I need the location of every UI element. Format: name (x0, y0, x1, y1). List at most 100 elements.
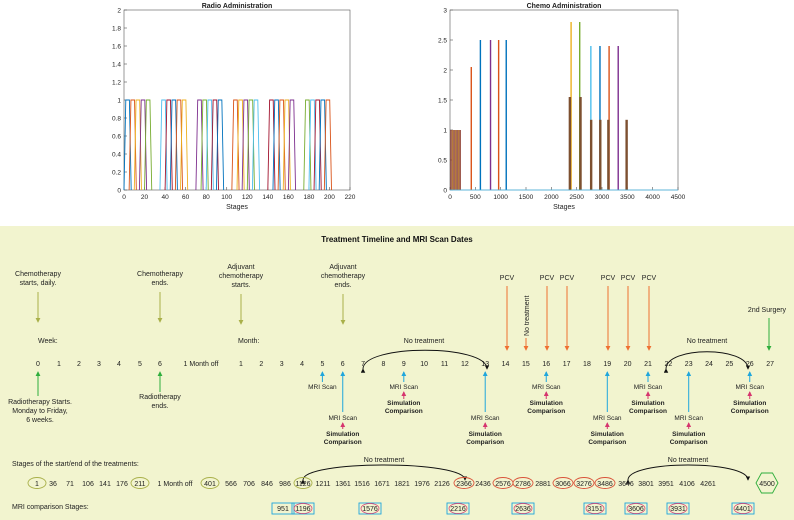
month-number: 18 (583, 361, 591, 368)
chemo-y-tick-label: 2 (443, 68, 447, 75)
chemo-x-tick-label: 4500 (671, 194, 686, 201)
mri-stage-ring (626, 503, 646, 514)
chemo-x-tick-label: 3500 (620, 194, 635, 201)
week-number: 2 (77, 361, 81, 368)
radio-x-tick-label: 160 (283, 194, 294, 201)
mri-stage-ring (360, 503, 380, 514)
chemo-x-tick-label: 3000 (595, 194, 610, 201)
chemo-y-tick-label: 3 (443, 8, 447, 15)
simulation-label: Simulation (672, 431, 705, 438)
simulation-label-line2: Comparison (527, 408, 565, 415)
week-number: 3 (97, 361, 101, 368)
month-number: 8 (381, 361, 385, 368)
stages-no-treatment-arrow-1 (300, 464, 468, 484)
radio-x-label: Stages (226, 204, 248, 211)
radio-chart-title: Radio Administration (202, 3, 273, 10)
simulation-label-line2: Comparison (466, 439, 504, 446)
stages-no-treatment-label-2: No treatment (668, 457, 709, 464)
stage-value: 1821 (394, 481, 410, 488)
week-number: 1 (57, 361, 61, 368)
stage-value: 71 (66, 481, 74, 488)
month-number: 24 (705, 361, 713, 368)
mri-stage-ring (513, 503, 533, 514)
radio-y-tick-label: 0.4 (112, 152, 121, 159)
month-number: 2 (259, 361, 263, 368)
month-label: Month: (238, 338, 259, 345)
stage-value: 1361 (335, 481, 351, 488)
radio-pulse (180, 99, 189, 191)
chemo-bar (456, 130, 458, 190)
radio-x-axis: 0 20 40 60 80 100 120 140 160 180 200 220 (122, 187, 356, 201)
month-number: 25 (726, 361, 734, 368)
simulation-label-line2: Comparison (385, 408, 423, 415)
radio-x-tick-label: 80 (203, 194, 211, 201)
radio-y-tick-label: 1 (117, 98, 121, 105)
chemo-bar (570, 22, 572, 190)
simulation-label-line2: Comparison (731, 408, 769, 415)
simulation-label: Simulation (591, 431, 624, 438)
stage-value: 176 (116, 481, 128, 488)
no-treatment-label-2: No treatment (687, 338, 728, 345)
chemo-x-axis: 0 500 1000 1500 2000 2500 3000 3500 4000 4500 (448, 187, 686, 201)
mri-scan-label: MRI Scan (735, 384, 764, 391)
radio-chart: Radio Administration 0 0.2 0.4 0.6 0.8 1 1.2 1.… (112, 3, 356, 211)
simulation-label-line2: Comparison (670, 439, 708, 446)
radio-y-axis: 0 0.2 0.4 0.6 0.8 1 1.2 1.4 1.6 1.8 2 (112, 8, 127, 195)
pcv-label: PCV (500, 275, 515, 282)
mri-stage-value: 3931 (670, 506, 686, 513)
chemo-bar (451, 130, 454, 190)
chemo-bar (617, 46, 619, 190)
no-treatment-arrow-1 (360, 349, 490, 373)
mri-stage-ring (668, 503, 688, 514)
mri-stage-box (291, 502, 315, 515)
stage-highlight-green (27, 477, 47, 489)
stage-value: 3646 (618, 481, 634, 488)
stage-value: 1 (35, 481, 39, 488)
radio-x-tick-label: 140 (262, 194, 273, 201)
timeline-title: Treatment Timeline and MRI Scan Dates (321, 235, 473, 244)
mri-scan-label: MRI Scan (593, 415, 622, 422)
radio-pulse (287, 99, 297, 191)
simulation-label: Simulation (631, 400, 664, 407)
mri-stage-box (511, 502, 535, 515)
chemo-bar (459, 130, 461, 190)
mri-stage-value: 4401 (735, 506, 751, 513)
pcv-label: PCV (621, 275, 636, 282)
stage-highlight-green (200, 477, 220, 489)
radio-y-tick-label: 0.8 (112, 116, 121, 123)
month-number: 3 (280, 361, 284, 368)
stage-value: 2366 (456, 481, 472, 488)
simulation-label: Simulation (326, 431, 359, 438)
mri-stage-value: 3151 (587, 506, 603, 513)
chemo-x-tick-label: 500 (470, 194, 481, 201)
radio-x-tick-label: 0 (122, 194, 126, 201)
chemo-chart-title: Chemo Administration (527, 3, 602, 10)
month-number: 16 (542, 361, 550, 368)
mri-stage-ring (293, 503, 313, 514)
month-number: 9 (402, 361, 406, 368)
month-number: 19 (603, 361, 611, 368)
chemo-bar (505, 40, 507, 190)
mri-comparison-row: 951 1196 1576 2216 2636 3151 3606 3931 4401 (271, 502, 755, 515)
chemo-bar (590, 46, 592, 190)
radio-x-tick-label: 220 (345, 194, 356, 201)
mri-stage-value: 951 (277, 506, 289, 513)
stage-value: 846 (261, 481, 273, 488)
simulation-label: Simulation (469, 431, 502, 438)
month-number: 4 (300, 361, 304, 368)
mri-scan-label: MRI Scan (532, 384, 561, 391)
stages-heading: Stages of the start/end of the treatment… (12, 461, 139, 468)
stage-highlight-red (512, 477, 534, 489)
chemo-bar (453, 130, 455, 190)
chemo-y-tick-label: 1.5 (438, 98, 447, 105)
stage-value: 3486 (597, 481, 613, 488)
mri-stage-value: 1576 (362, 506, 378, 513)
stage-value: 2786 (515, 481, 531, 488)
chemo-chart: Chemo Administration 0 0.5 1 1.5 2 2.5 3 0 500 1… (438, 3, 686, 211)
stage-value: 3066 (555, 481, 571, 488)
chemo-bar (625, 119, 628, 190)
pcv-label: PCV (560, 275, 575, 282)
final-stage-hexagon (755, 472, 779, 494)
pcv-label: PCV (601, 275, 616, 282)
